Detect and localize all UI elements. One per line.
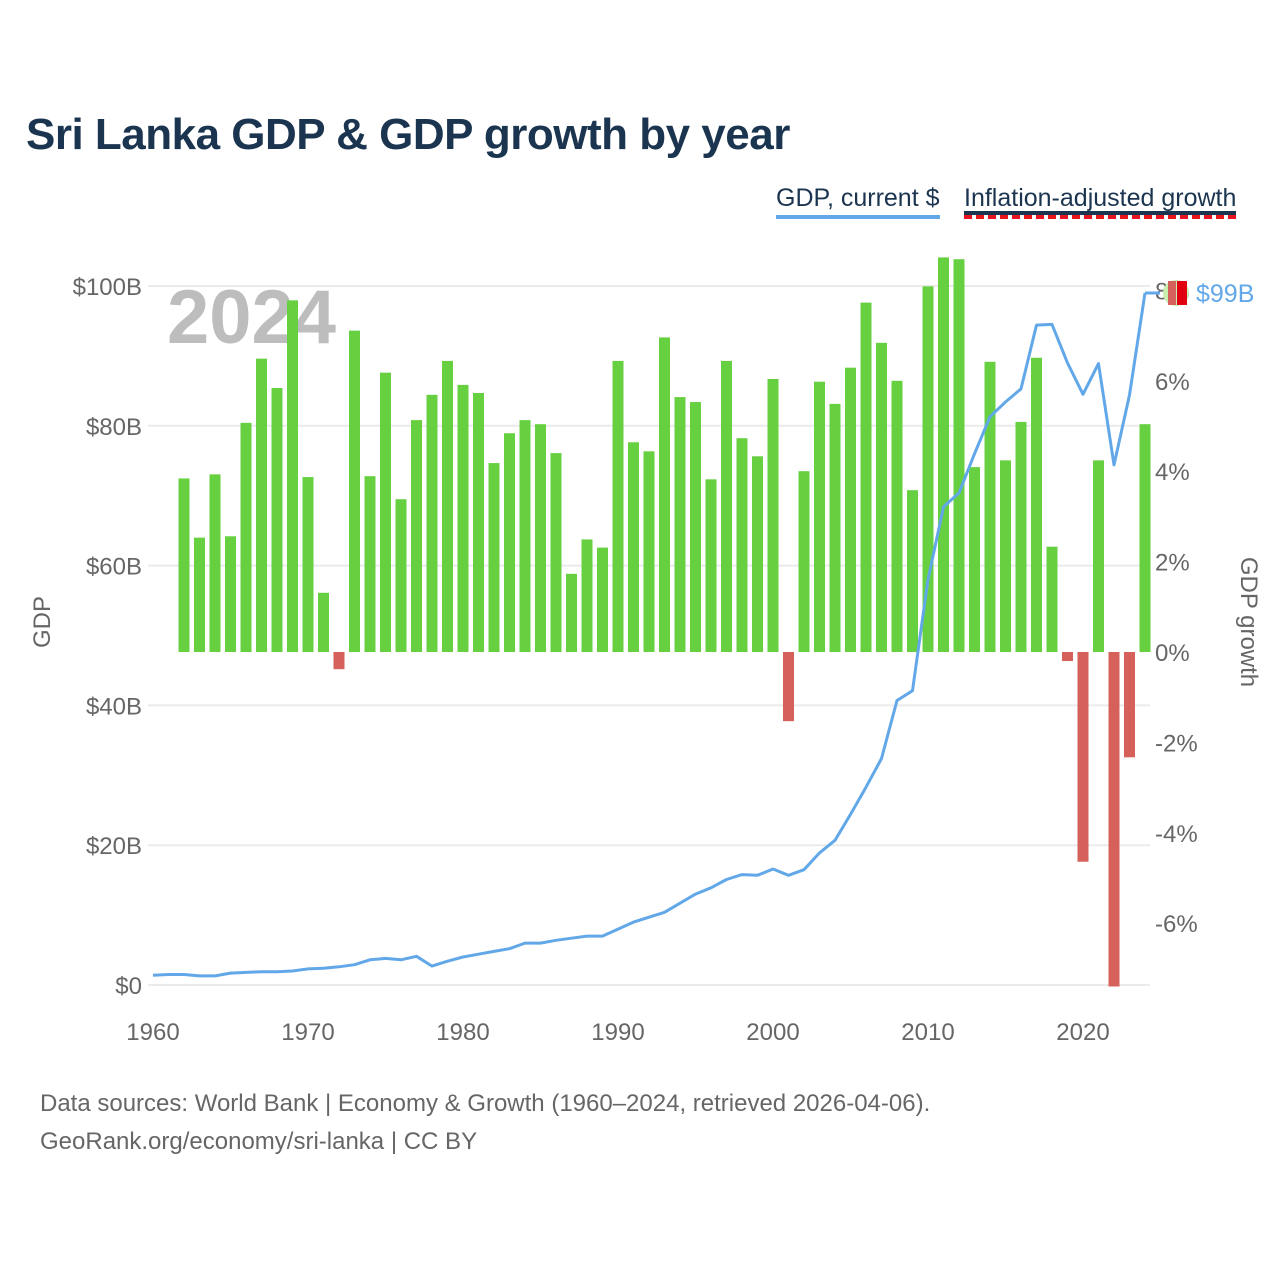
right-tick-label: -6% bbox=[1155, 911, 1198, 938]
growth-bar-1964 bbox=[209, 474, 221, 652]
growth-bar-1976 bbox=[395, 499, 407, 652]
x-tick-label: 1960 bbox=[126, 1019, 179, 1046]
growth-bar-1968 bbox=[271, 388, 283, 652]
growth-bar-1981 bbox=[473, 393, 484, 652]
growth-bar-1990 bbox=[612, 360, 624, 652]
left-tick-label: $40B bbox=[86, 693, 142, 720]
growth-bar-2007 bbox=[876, 342, 887, 652]
growth-bar-1986 bbox=[550, 453, 562, 652]
footer-sources: Data sources: World Bank | Economy & Gro… bbox=[40, 1090, 931, 1117]
growth-bar-1971 bbox=[318, 592, 329, 652]
growth-bar-2009 bbox=[907, 490, 918, 652]
right-tick-label: -2% bbox=[1155, 730, 1198, 757]
right-axis-title: GDP growth bbox=[1235, 557, 1262, 687]
x-tick-label: 1970 bbox=[281, 1019, 334, 1046]
growth-bar-1965 bbox=[225, 536, 236, 652]
growth-bar-1991 bbox=[628, 442, 639, 652]
growth-bar-1963 bbox=[194, 537, 205, 652]
growth-bar-1989 bbox=[597, 547, 608, 652]
growth-bar-2018 bbox=[1046, 546, 1058, 652]
growth-bar-2014 bbox=[984, 361, 996, 652]
growth-bar-1998 bbox=[736, 438, 748, 652]
growth-bar-1994 bbox=[674, 397, 686, 652]
left-tick-label: $20B bbox=[86, 833, 142, 860]
right-tick-label: 0% bbox=[1155, 640, 1190, 667]
right-tick-label: -4% bbox=[1155, 821, 1198, 848]
growth-bar-1999 bbox=[752, 456, 763, 652]
growth-bar-1987 bbox=[566, 573, 577, 652]
growth-bar-1962 bbox=[178, 478, 190, 652]
flag-field bbox=[1177, 280, 1187, 305]
x-tick-label: 2000 bbox=[746, 1019, 799, 1046]
left-axis-title: GDP bbox=[29, 596, 56, 648]
right-tick-label: 4% bbox=[1155, 459, 1190, 486]
growth-bar-2005 bbox=[845, 367, 856, 652]
growth-bar-2019 bbox=[1062, 652, 1073, 662]
growth-bar-1973 bbox=[349, 330, 360, 652]
growth-bar-1969 bbox=[287, 300, 298, 652]
growth-bar-1984 bbox=[519, 420, 531, 652]
growth-bar-1995 bbox=[690, 402, 701, 652]
x-tick-label: 1980 bbox=[436, 1019, 489, 1046]
growth-bar-1983 bbox=[504, 433, 515, 652]
growth-bar-2017 bbox=[1031, 357, 1042, 652]
left-tick-label: $0 bbox=[115, 973, 142, 1000]
growth-bar-2023 bbox=[1124, 652, 1135, 758]
chart-title: Sri Lanka GDP & GDP growth by year bbox=[26, 110, 790, 159]
growth-bar-1985 bbox=[535, 424, 546, 652]
growth-bar-2003 bbox=[814, 381, 825, 652]
growth-bar-2011 bbox=[938, 257, 949, 652]
growth-bar-1988 bbox=[581, 539, 593, 652]
legend-growth[interactable]: Inflation-adjusted growth bbox=[964, 184, 1237, 219]
legend-gdp[interactable]: GDP, current $ bbox=[776, 184, 940, 219]
growth-bar-1992 bbox=[643, 451, 655, 652]
growth-bar-1970 bbox=[302, 477, 314, 652]
growth-bar-1974 bbox=[364, 476, 376, 652]
growth-bar-1979 bbox=[442, 360, 453, 652]
growth-bar-1972 bbox=[333, 652, 345, 670]
growth-bar-2002 bbox=[798, 471, 810, 652]
growth-bar-1997 bbox=[721, 360, 732, 652]
growth-bar-2024 bbox=[1139, 424, 1151, 652]
x-tick-label: 1990 bbox=[591, 1019, 644, 1046]
right-tick-label: 6% bbox=[1155, 369, 1190, 396]
right-tick-label: 2% bbox=[1155, 550, 1190, 577]
growth-bar-2010 bbox=[922, 286, 934, 652]
growth-bar-2015 bbox=[1000, 460, 1011, 652]
x-tick-label: 2020 bbox=[1056, 1019, 1109, 1046]
left-tick-label: $100B bbox=[73, 274, 142, 301]
footer-link[interactable]: GeoRank.org/economy/sri-lanka | CC BY bbox=[40, 1128, 478, 1155]
growth-bar-2022 bbox=[1108, 652, 1120, 987]
growth-bar-1993 bbox=[659, 337, 670, 652]
x-tick-label: 2010 bbox=[901, 1019, 954, 1046]
growth-bar-2016 bbox=[1015, 421, 1027, 652]
flag-stripe bbox=[1168, 280, 1176, 305]
growth-bar-1975 bbox=[380, 372, 391, 652]
growth-bar-1966 bbox=[240, 422, 252, 652]
gdp-line bbox=[152, 292, 1147, 978]
growth-bar-2001 bbox=[783, 652, 794, 722]
left-tick-label: $60B bbox=[86, 554, 142, 581]
growth-bar-1980 bbox=[457, 384, 469, 652]
growth-bar-2013 bbox=[969, 467, 980, 652]
growth-bar-2006 bbox=[860, 302, 872, 652]
growth-bar-2000 bbox=[767, 378, 779, 652]
growth-bar-2004 bbox=[829, 403, 841, 652]
gdp-end-label: $99B bbox=[1196, 280, 1254, 308]
year-watermark: 2024 bbox=[167, 275, 336, 360]
left-tick-label: $80B bbox=[86, 414, 142, 441]
growth-bar-2020 bbox=[1077, 652, 1089, 862]
growth-bar-2008 bbox=[891, 380, 903, 652]
growth-bar-1978 bbox=[426, 394, 438, 652]
growth-bar-1967 bbox=[256, 358, 267, 652]
growth-bar-2021 bbox=[1093, 460, 1104, 652]
growth-bar-1982 bbox=[488, 463, 500, 652]
growth-bar-2012 bbox=[953, 259, 965, 652]
growth-bar-1996 bbox=[705, 479, 717, 652]
growth-bar-1977 bbox=[411, 420, 422, 652]
